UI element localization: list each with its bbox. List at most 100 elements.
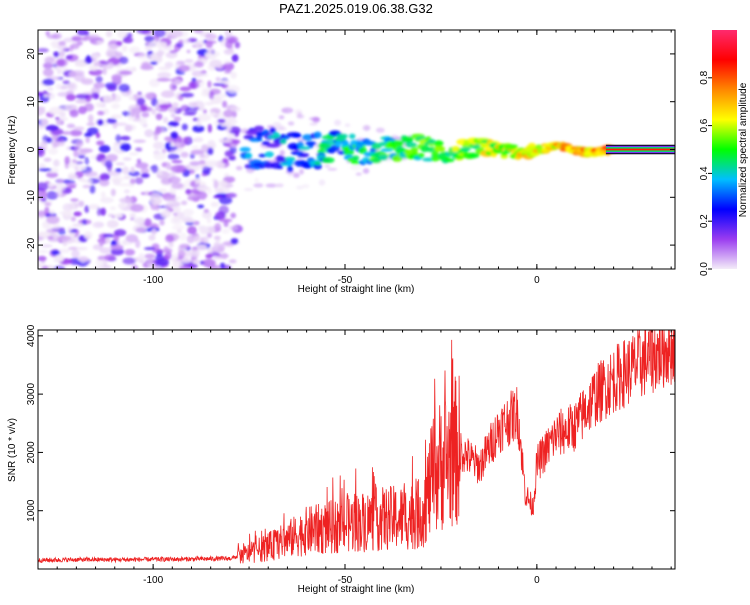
noise-blob xyxy=(74,144,82,151)
noise-blob xyxy=(204,225,216,234)
spectrogram-xlabel: Height of straight line (km) xyxy=(298,284,415,295)
signal-blob xyxy=(314,161,322,166)
noise-blob xyxy=(113,213,124,218)
noise-blob xyxy=(45,190,59,200)
fringe-blob xyxy=(324,164,331,168)
noise-blob xyxy=(207,123,212,133)
noise-blob xyxy=(124,124,133,132)
noise-blob xyxy=(77,106,87,115)
noise-blob xyxy=(129,178,136,185)
noise-blob xyxy=(44,56,56,64)
noise-blob xyxy=(218,218,233,223)
noise-blob xyxy=(38,48,49,53)
signal-blob xyxy=(371,158,382,164)
signal-blob xyxy=(358,147,367,154)
noise-blob xyxy=(69,232,76,238)
noise-blob xyxy=(181,123,188,131)
noise-blob xyxy=(190,248,200,258)
fringe-blob xyxy=(395,136,402,141)
colorbar: 0.0 0.2 0.4 0.6 0.8 Normalized spectral ampl… xyxy=(699,30,749,276)
noise-blob xyxy=(68,71,77,78)
fringe-blob xyxy=(243,188,254,191)
noise-blob xyxy=(228,37,236,44)
colorbar-tick-label: 0.4 xyxy=(699,166,710,180)
noise-blob xyxy=(135,162,149,169)
noise-blob xyxy=(133,139,146,143)
noise-blob xyxy=(167,200,174,205)
noise-blob xyxy=(140,64,154,71)
noise-blob xyxy=(226,133,236,137)
signal-blob xyxy=(286,158,294,166)
noise-blob xyxy=(50,249,60,256)
noise-blob xyxy=(213,179,219,189)
colorbar-label: Normalized spectral amplitude xyxy=(738,82,749,217)
noise-blob xyxy=(194,178,200,185)
signal-blob xyxy=(276,165,284,170)
noise-blob xyxy=(168,146,178,150)
noise-blob xyxy=(234,41,241,49)
noise-blob xyxy=(122,36,134,44)
noise-blob xyxy=(38,255,47,262)
noise-blob xyxy=(222,100,228,108)
signal-blob xyxy=(430,156,440,162)
noise-blob xyxy=(169,186,177,196)
noise-blob xyxy=(122,257,136,265)
noise-blob xyxy=(73,126,85,131)
noise-blob xyxy=(225,192,238,199)
signal-tail-core xyxy=(605,148,675,151)
noise-blob xyxy=(207,48,216,55)
noise-blob xyxy=(130,107,142,115)
noise-blob xyxy=(64,156,70,165)
noise-blob xyxy=(167,121,180,127)
noise-blob xyxy=(155,113,163,121)
fringe-blob xyxy=(309,122,318,126)
noise-blob xyxy=(144,253,156,259)
noise-blob xyxy=(55,253,64,263)
noise-blob xyxy=(223,109,234,118)
noise-blob xyxy=(172,253,178,260)
noise-blob xyxy=(146,257,154,267)
signal-blob xyxy=(390,140,404,148)
noise-blob xyxy=(197,113,211,122)
noise-blob xyxy=(167,106,175,113)
fringe-blob xyxy=(375,127,385,133)
noise-blob xyxy=(88,66,98,71)
noise-blob xyxy=(84,31,90,37)
noise-blob xyxy=(53,159,60,167)
noise-blob xyxy=(102,67,107,75)
noise-blob xyxy=(153,152,167,161)
noise-blob xyxy=(181,257,192,264)
signal-blob xyxy=(264,151,274,158)
noise-blob xyxy=(92,221,105,229)
noise-blob xyxy=(229,106,241,112)
noise-blob xyxy=(143,246,156,251)
noise-blob xyxy=(200,144,209,153)
noise-blob xyxy=(167,125,173,130)
noise-blob xyxy=(46,92,56,100)
noise-blob xyxy=(57,235,72,242)
noise-blob xyxy=(38,262,43,268)
fringe-blob xyxy=(254,177,259,183)
noise-blob xyxy=(105,49,116,58)
noise-blob xyxy=(53,182,66,192)
noise-blob xyxy=(61,131,72,135)
signal-blob xyxy=(380,148,393,152)
signal-blob xyxy=(245,130,259,135)
noise-blob xyxy=(202,210,212,219)
noise-blob xyxy=(58,40,66,46)
noise-blob xyxy=(193,235,205,244)
noise-blob xyxy=(90,92,100,99)
noise-blob xyxy=(63,210,73,217)
noise-blob xyxy=(122,157,132,161)
noise-blob xyxy=(52,141,60,148)
noise-blob xyxy=(144,45,152,51)
snr-frame xyxy=(37,329,676,570)
spectrogram-blobs xyxy=(38,30,617,269)
noise-blob xyxy=(89,34,100,39)
noise-blob xyxy=(75,160,84,165)
noise-blob xyxy=(86,122,96,127)
noise-blob xyxy=(144,92,155,100)
fringe-blob xyxy=(362,124,371,132)
noise-blob xyxy=(204,101,214,106)
noise-blob xyxy=(155,258,170,267)
